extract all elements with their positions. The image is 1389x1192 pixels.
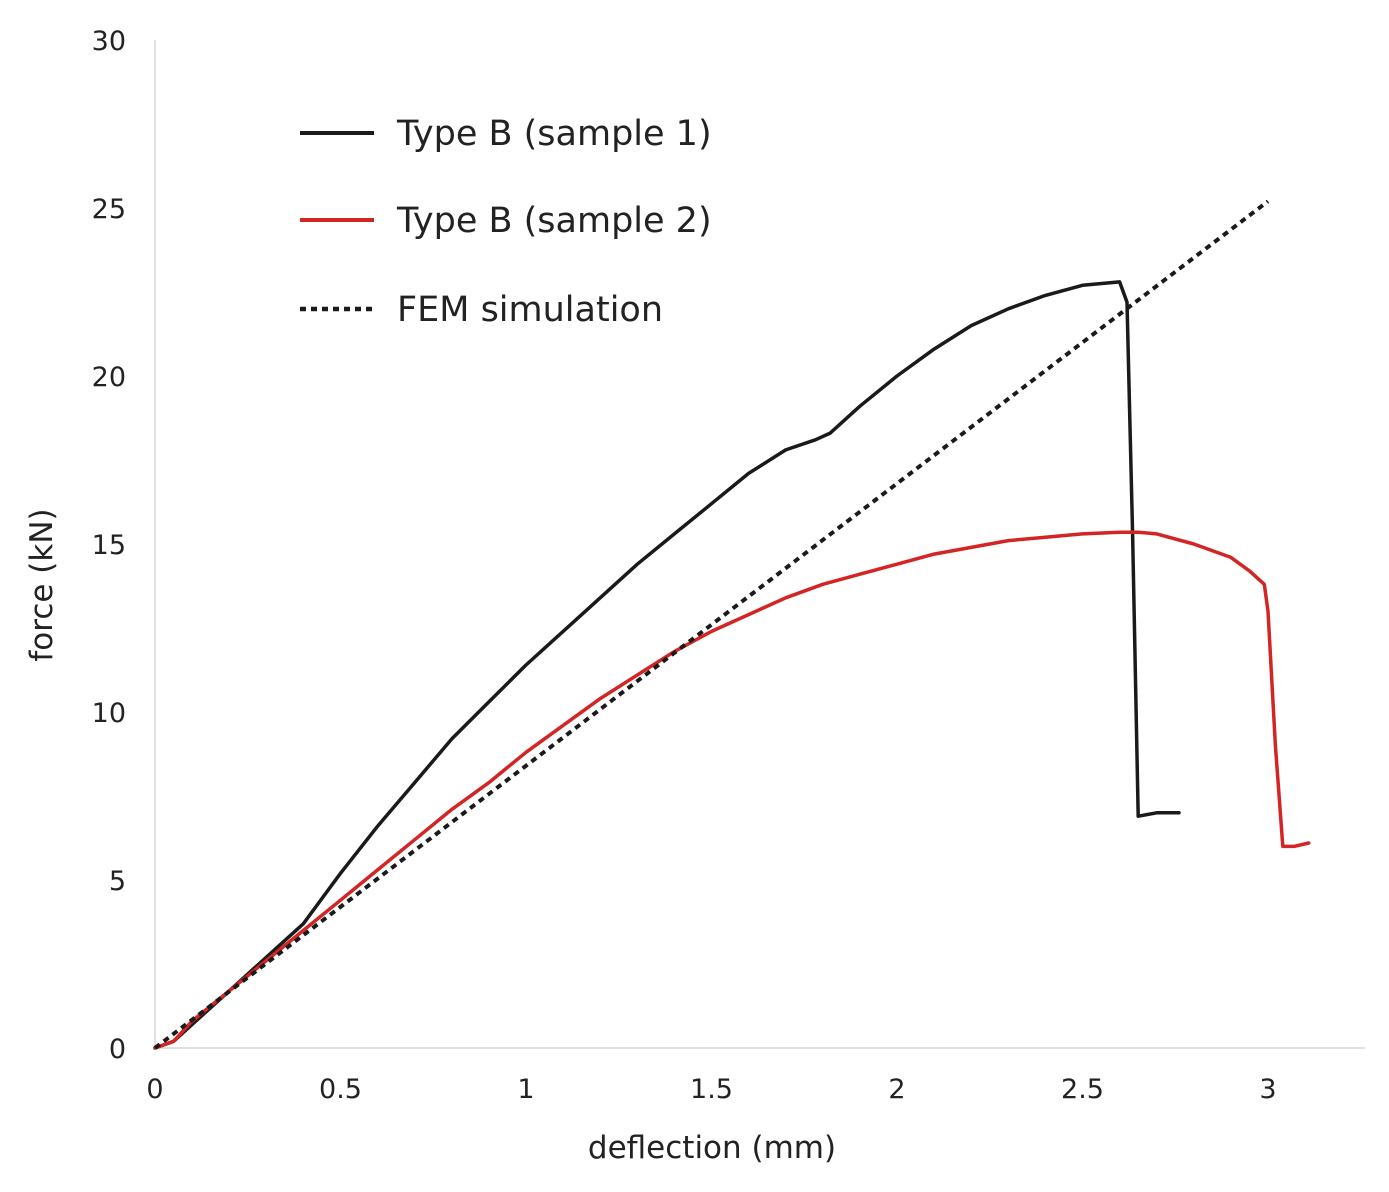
x-tick-label: 0.5 bbox=[319, 1074, 362, 1105]
x-tick-labels: 0 0.5 1 1.5 2 2.5 3 bbox=[146, 1074, 1276, 1105]
y-tick-label: 25 bbox=[92, 194, 126, 225]
x-tick-label: 2 bbox=[888, 1074, 905, 1105]
y-tick-label: 15 bbox=[92, 530, 126, 561]
series-line-type-b-sample-2 bbox=[153, 530, 1311, 1050]
y-axis-title: force (kN) bbox=[24, 508, 60, 661]
x-tick-label: 2.5 bbox=[1061, 1074, 1104, 1105]
series-layer bbox=[153, 199, 1311, 1050]
y-tick-labels: 0 5 10 15 20 25 30 bbox=[92, 26, 126, 1065]
y-tick-label: 10 bbox=[92, 698, 126, 729]
x-tick-label: 1.5 bbox=[690, 1074, 733, 1105]
legend-label-type-b-sample-1: Type B (sample 1) bbox=[396, 114, 712, 154]
legend-label-type-b-sample-2: Type B (sample 2) bbox=[396, 201, 712, 241]
x-axis-title: deflection (mm) bbox=[588, 1130, 836, 1166]
y-tick-label: 0 bbox=[109, 1034, 126, 1065]
x-tick-label: 3 bbox=[1259, 1074, 1276, 1105]
x-tick-label: 1 bbox=[517, 1074, 534, 1105]
legend-label-fem-simulation: FEM simulation bbox=[397, 290, 663, 330]
series-line-fem-simulation bbox=[153, 199, 1270, 1050]
y-tick-label: 5 bbox=[109, 866, 126, 897]
x-tick-label: 0 bbox=[146, 1074, 163, 1105]
axes bbox=[154, 40, 1365, 1049]
legend: Type B (sample 1) Type B (sample 2) FEM si… bbox=[300, 114, 712, 330]
y-tick-label: 30 bbox=[92, 26, 126, 57]
y-tick-label: 20 bbox=[92, 362, 126, 393]
series-line-type-b-sample-1 bbox=[153, 280, 1181, 1050]
